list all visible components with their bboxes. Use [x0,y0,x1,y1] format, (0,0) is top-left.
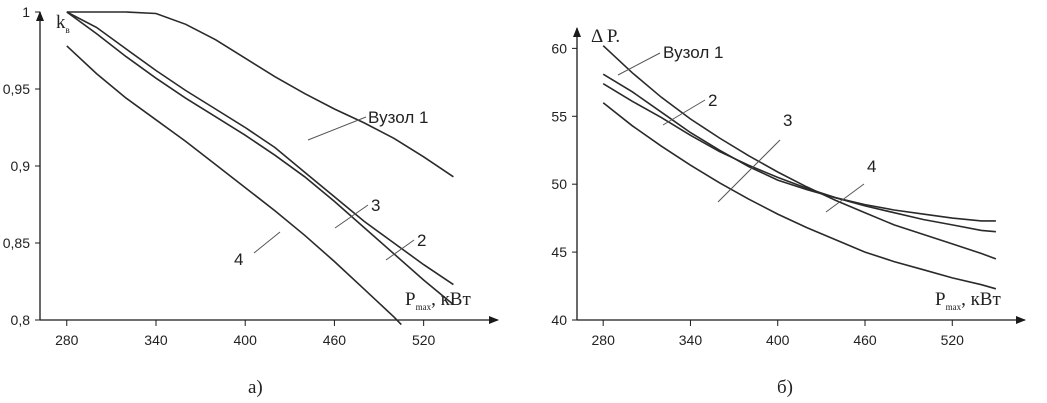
x-axis-label-b: Pmax, кВт [935,289,1001,312]
y-axis-label-b: Δ P. [591,26,620,47]
series-label-4-b: 4 [867,157,876,176]
series-line-4-a [66,45,402,326]
curves-b [602,45,997,290]
series-line-1-a [66,11,454,178]
series-label-2-b: 2 [708,91,717,110]
series-line-3-b [602,83,996,233]
panel-label-a: а) [248,377,263,398]
y-axis-label-a: kв [56,12,70,35]
series-line-2-b [602,73,996,222]
leader-line-1-b [617,52,661,76]
y-tick-label: 45 [551,244,567,260]
y-tick-label: 0,9 [11,158,31,174]
y-ticks-b: 40 45 50 55 60 [551,40,577,328]
y-tick-label: 0,95 [3,81,30,97]
y-tick-label: 0,85 [3,235,30,251]
chart-panel-a: 280 340 400 460 520 0,8 0,85 0,9 0,95 1 kв Pmax,… [3,4,499,398]
y-tick-label: 55 [551,108,567,124]
series-label-3-a: 3 [371,196,380,215]
x-tick-label: 340 [679,332,703,348]
series-label-vuzol-1-a: Вузол 1 [368,108,428,127]
leader-line-4-b [825,183,865,213]
leader-line-4-a [253,231,281,254]
curves-a [66,11,454,326]
chart-panel-b: 280 340 400 460 520 40 45 50 55 60 Δ P. Pmax, кВ… [551,26,1026,398]
leader-lines-b [617,52,865,213]
y-tick-label: 1 [22,4,30,20]
x-tick-label: 280 [55,332,79,348]
series-label-3-b: 3 [783,111,792,130]
series-line-1-b [602,45,997,260]
y-tick-label: 0,8 [11,312,31,328]
leader-lines-a [253,116,415,261]
leader-line-1-a [307,116,367,141]
x-tick-label: 520 [412,332,436,348]
series-line-2-a [66,11,454,286]
x-axis-label-a: Pmax, кВт [405,289,471,312]
y-tick-label: 40 [551,312,567,328]
x-tick-label: 460 [853,332,877,348]
series-label-2-a: 2 [417,231,426,250]
leader-line-3-b [717,139,781,203]
x-tick-label: 520 [941,332,965,348]
series-line-3-a [66,11,454,306]
leader-line-3-a [385,239,415,261]
x-ticks-a: 280 340 400 460 520 [55,320,436,348]
leader-line-2-a [334,204,369,229]
series-label-4-a: 4 [234,250,243,269]
x-ticks-b: 280 340 400 460 520 [592,320,965,348]
series-line-4-b [602,102,997,290]
x-tick-label: 400 [766,332,790,348]
y-tick-label: 50 [551,176,567,192]
x-tick-label: 340 [144,332,168,348]
series-label-vuzol-1-b: Вузол 1 [663,43,723,62]
panel-label-b: б) [777,377,793,398]
x-tick-label: 280 [592,332,616,348]
x-tick-label: 460 [323,332,347,348]
y-tick-label: 60 [551,40,567,56]
leader-line-2-b [662,99,706,126]
x-tick-label: 400 [234,332,258,348]
y-ticks-a: 0,8 0,85 0,9 0,95 1 [3,4,40,328]
